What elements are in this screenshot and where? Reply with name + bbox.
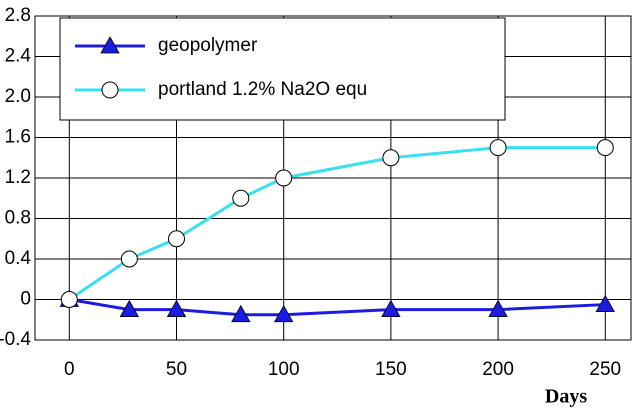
- x-tick-label: 200: [482, 359, 514, 380]
- data-point: [596, 139, 614, 157]
- data-point: [119, 299, 140, 318]
- data-point: [489, 139, 507, 157]
- data-point: [381, 299, 401, 318]
- data-point: [382, 149, 400, 167]
- x-tick-label: 0: [64, 359, 75, 380]
- data-point: [595, 294, 615, 312]
- series-line: [68, 146, 606, 301]
- y-tick-label: 2.0: [5, 86, 31, 107]
- legend-marker: [101, 81, 119, 99]
- data-point: [274, 304, 294, 323]
- y-tick-label: 1.6: [5, 127, 31, 148]
- plot-frame: [34, 15, 632, 341]
- data-point: [488, 299, 508, 318]
- legend-marker: [100, 36, 120, 54]
- data-point: [275, 169, 293, 187]
- x-tick-label: 150: [375, 359, 407, 380]
- series-line: [69, 298, 606, 317]
- y-tick-label: -0.4: [0, 329, 31, 350]
- data-point: [231, 304, 251, 323]
- legend-box: [59, 17, 506, 121]
- y-tick-label: 1.2: [5, 167, 31, 188]
- data-point: [166, 299, 187, 318]
- data-point: [120, 250, 138, 268]
- data-point: [232, 189, 250, 207]
- y-tick-label: 2.8: [5, 5, 31, 26]
- y-tick-label: 0: [20, 289, 31, 310]
- y-tick-label: 0.4: [5, 248, 32, 269]
- x-tick-label: 250: [589, 359, 621, 380]
- x-tick-label: 100: [268, 359, 300, 380]
- legend-label: portland 1.2% Na2O equ: [158, 79, 367, 100]
- y-tick-label: 0.8: [5, 208, 31, 229]
- x-axis-label: Days: [545, 386, 587, 408]
- data-point: [60, 291, 78, 308]
- y-tick-label: 2.4: [5, 46, 32, 67]
- legend-label: geopolymer: [158, 35, 258, 56]
- data-point: [167, 230, 185, 248]
- x-tick-label: 50: [166, 359, 187, 380]
